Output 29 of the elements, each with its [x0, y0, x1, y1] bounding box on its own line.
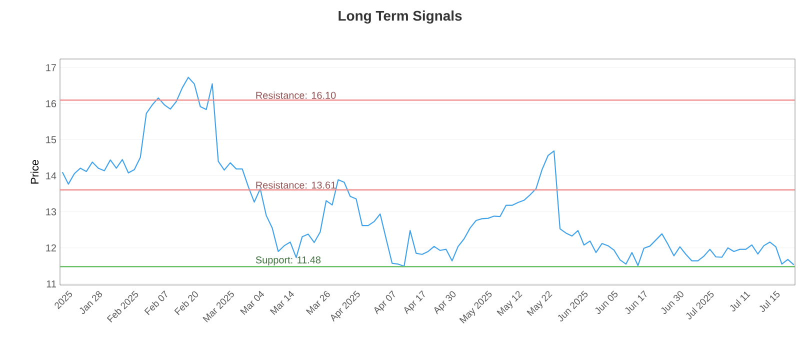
- x-tick-label: Apr 07: [374, 290, 395, 314]
- y-tick-label: 13: [46, 208, 56, 216]
- x-tick-label: Jun 17: [625, 290, 647, 314]
- y-axis-title: Price: [30, 160, 39, 184]
- y-tick-label: 11: [46, 280, 56, 288]
- y-tick-label: 16: [46, 100, 56, 108]
- x-tick-label: Feb 20: [174, 291, 198, 316]
- x-tick-label: Feb 07: [144, 290, 168, 316]
- x-tick-label: Jan 28: [80, 291, 102, 314]
- y-tick-label: 14: [46, 172, 56, 180]
- x-tick-label: Jul 11: [730, 292, 750, 312]
- x-tick-label: Apr 30: [434, 291, 456, 314]
- x-tick-label: May 12: [496, 291, 522, 316]
- ref-line-label: Resistance: 16.10: [256, 92, 336, 99]
- x-tick-label: Jul 15: [760, 290, 780, 312]
- x-tick-label: Jun 05: [595, 290, 618, 314]
- x-tick-label: Jun 30: [661, 291, 684, 314]
- line-series: [62, 76, 794, 267]
- x-tick-label: Apr 17: [404, 290, 425, 314]
- x-tick-label: May 22: [526, 291, 552, 316]
- y-tick-label: 15: [46, 136, 56, 144]
- x-tick-label: Mar 04: [240, 290, 264, 315]
- y-tick-label: 12: [46, 244, 56, 252]
- chart-title: Long Term Signals: [338, 10, 462, 24]
- x-tick-label: Mar 14: [270, 290, 294, 315]
- ref-line-label: Support: 11.48: [256, 256, 321, 266]
- ref-line-label: Resistance: 13.61: [256, 181, 336, 189]
- y-tick-label: 17: [46, 64, 56, 72]
- x-tick-label: Mar 26: [306, 291, 330, 315]
